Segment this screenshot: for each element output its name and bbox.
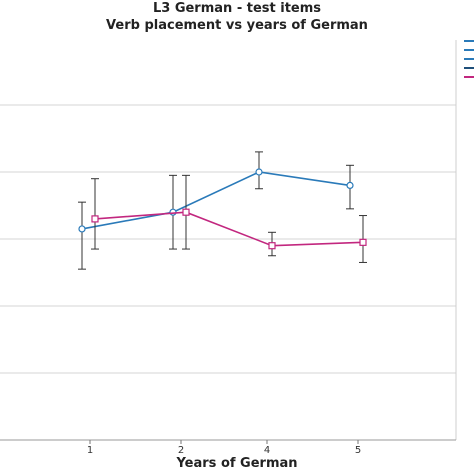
x-tick-label: 5	[355, 445, 361, 456]
chart-title: L3 German - test items	[152, 1, 322, 16]
data-point	[78, 225, 86, 233]
x-tick-label: 1	[87, 445, 93, 456]
legend-swatch	[464, 58, 474, 60]
chart-subtitle: Verb placement vs years of German	[106, 18, 368, 33]
data-point	[359, 238, 367, 246]
series-line	[81, 171, 351, 230]
x-axis-title: Years of German	[176, 456, 298, 471]
data-point	[346, 181, 354, 189]
series-line	[94, 211, 364, 247]
data-point	[91, 215, 99, 223]
x-tick-label: 4	[264, 445, 270, 456]
data-point	[255, 168, 263, 176]
legend-swatch	[464, 40, 474, 42]
data-point	[182, 208, 190, 216]
legend-swatch	[464, 76, 474, 78]
data-point	[169, 208, 177, 216]
legend-swatch	[464, 49, 474, 51]
data-point	[268, 242, 276, 250]
legend-swatch	[464, 67, 474, 69]
x-tick-label: 2	[178, 445, 184, 456]
